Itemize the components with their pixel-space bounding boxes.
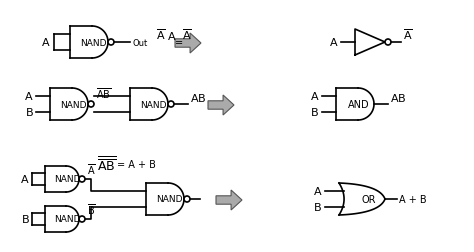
Text: A: A bbox=[311, 92, 319, 102]
Circle shape bbox=[79, 176, 85, 182]
Text: A: A bbox=[314, 186, 322, 196]
Text: B: B bbox=[21, 214, 29, 224]
Text: B: B bbox=[311, 108, 319, 117]
Text: A: A bbox=[330, 38, 338, 48]
Text: NAND: NAND bbox=[156, 195, 182, 204]
Text: $\overline{\rm B}$: $\overline{\rm B}$ bbox=[87, 201, 96, 216]
Text: NAND: NAND bbox=[54, 175, 80, 184]
Circle shape bbox=[108, 40, 114, 46]
Text: =: = bbox=[175, 38, 183, 48]
Circle shape bbox=[168, 102, 174, 108]
Text: $\overline{\rm AB}$: $\overline{\rm AB}$ bbox=[96, 86, 111, 101]
Text: $\rm AB$: $\rm AB$ bbox=[390, 92, 407, 104]
Text: Out: Out bbox=[132, 38, 147, 47]
Text: = A + B: = A + B bbox=[117, 159, 156, 169]
Text: NAND: NAND bbox=[80, 38, 106, 47]
Text: NAND: NAND bbox=[60, 100, 86, 109]
Text: A: A bbox=[42, 38, 50, 48]
Text: B: B bbox=[26, 108, 33, 117]
Text: A: A bbox=[26, 92, 33, 102]
Circle shape bbox=[79, 216, 85, 222]
Text: B: B bbox=[314, 202, 322, 212]
Text: A: A bbox=[21, 174, 29, 184]
Text: $\overline{\rm A}$: $\overline{\rm A}$ bbox=[403, 27, 412, 42]
Text: OR: OR bbox=[362, 194, 376, 204]
Text: A + B: A + B bbox=[399, 194, 427, 204]
Text: $\overline{\rm A}$: $\overline{\rm A}$ bbox=[182, 27, 191, 42]
Polygon shape bbox=[208, 96, 234, 115]
Text: $\overline{\rm A}$: $\overline{\rm A}$ bbox=[156, 27, 165, 42]
Circle shape bbox=[385, 40, 391, 46]
Circle shape bbox=[184, 196, 190, 202]
Text: NAND: NAND bbox=[54, 215, 80, 224]
Text: AND: AND bbox=[348, 100, 370, 110]
Polygon shape bbox=[216, 190, 242, 210]
Text: NAND: NAND bbox=[140, 100, 166, 109]
Text: $\overline{\overline{\rm A}\overline{\rm B}}$: $\overline{\overline{\rm A}\overline{\rm… bbox=[97, 155, 116, 173]
Polygon shape bbox=[175, 34, 201, 54]
Text: $\rm AB$: $\rm AB$ bbox=[190, 92, 207, 104]
Text: $\rm A$: $\rm A$ bbox=[167, 30, 176, 42]
Text: $\overline{\rm A}$: $\overline{\rm A}$ bbox=[87, 162, 96, 176]
Circle shape bbox=[88, 102, 94, 108]
